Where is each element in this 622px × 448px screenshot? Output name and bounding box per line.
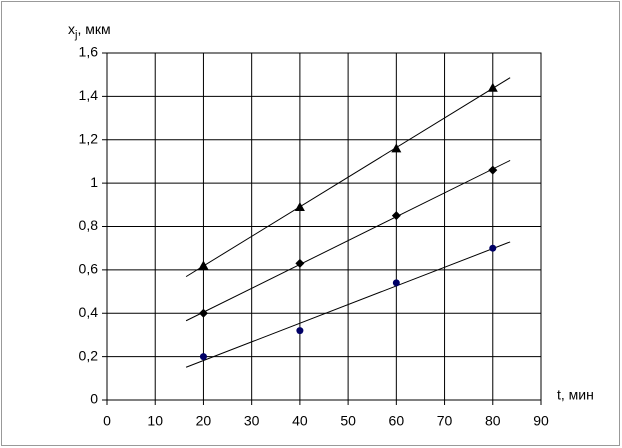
x-tick-label: 30 [244, 413, 260, 429]
point [391, 143, 402, 153]
point [392, 279, 400, 287]
trend-line [185, 159, 511, 322]
y-tick-label: 0,6 [79, 261, 99, 277]
point [487, 82, 498, 92]
x-axis-label: t, мин [557, 387, 594, 403]
point [489, 244, 497, 252]
trend-line [185, 241, 511, 368]
y-tick-label: 0,2 [79, 347, 99, 363]
point [295, 258, 305, 268]
x-tick-label: 10 [147, 413, 163, 429]
x-tick-label: 60 [389, 413, 405, 429]
point [294, 201, 305, 211]
y-axis-label: xj, мкм [68, 21, 111, 41]
y-label-sub: j [74, 29, 77, 41]
x-tick-label: 0 [103, 413, 111, 429]
x-tick-label: 20 [196, 413, 212, 429]
point [488, 165, 498, 175]
y-tick-label: 1,4 [79, 87, 99, 103]
y-tick-label: 0,4 [79, 304, 99, 320]
x-tick-label: 50 [340, 413, 356, 429]
y-tick-label: 0,8 [79, 217, 99, 233]
x-tick-label: 40 [292, 413, 308, 429]
point [198, 308, 208, 318]
point [296, 327, 304, 335]
point [198, 260, 209, 270]
x-tick-label: 90 [533, 413, 549, 429]
y-label-base: x [68, 21, 75, 37]
x-tick-label: 70 [437, 413, 453, 429]
point [391, 211, 401, 221]
y-label-unit: , мкм [77, 21, 110, 37]
y-tick-label: 1,2 [79, 130, 99, 146]
plot-frame [106, 52, 542, 401]
trend-line [185, 77, 511, 278]
y-tick-label: 1,6 [79, 44, 99, 60]
y-tick-label: 0 [90, 391, 98, 407]
x-tick-label: 80 [485, 413, 501, 429]
y-tick-label: 1 [90, 174, 98, 190]
point [199, 353, 207, 361]
